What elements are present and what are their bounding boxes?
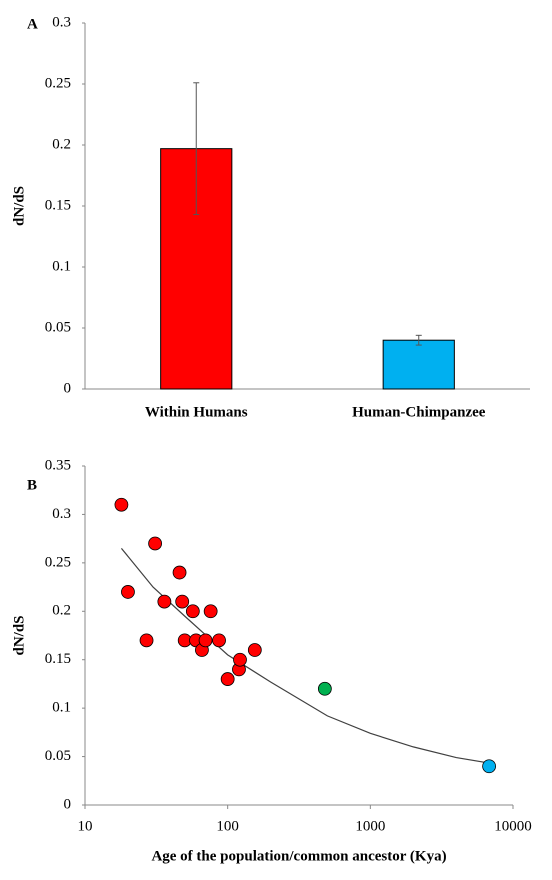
bar — [382, 339, 455, 390]
point — [114, 497, 129, 512]
y-tick-label: 0.25 — [45, 554, 71, 570]
point — [139, 633, 154, 648]
point — [220, 672, 235, 686]
y-axis-label: dN/dS — [11, 615, 27, 655]
point — [317, 681, 332, 696]
point — [172, 565, 187, 580]
y-tick-label: 0.05 — [45, 748, 71, 764]
panel-label: A — [27, 16, 38, 32]
y-tick-label: 0.15 — [45, 651, 71, 667]
x-tick-label: 10 — [78, 818, 93, 834]
y-tick-label: 0.2 — [52, 603, 71, 619]
x-tick-label: 10000 — [494, 818, 532, 834]
point — [212, 633, 226, 648]
point — [198, 633, 213, 648]
point — [157, 594, 172, 609]
y-tick-label: 0.1 — [52, 700, 71, 716]
y-tick-label: 0.25 — [45, 75, 71, 91]
point — [233, 652, 247, 667]
point — [121, 585, 135, 599]
trend-line — [120, 547, 492, 764]
y-tick-label: 0.1 — [52, 258, 71, 274]
y-axis-label: dN/dS — [11, 186, 27, 226]
x-axis-label: Age of the population/common ancestor (K… — [151, 848, 446, 864]
x-tick-label: 100 — [216, 818, 239, 834]
point — [482, 759, 497, 774]
y-tick-label: 0.2 — [52, 136, 71, 152]
y-tick-label: 0.35 — [45, 457, 71, 473]
y-tick-label: 0.15 — [45, 197, 71, 213]
x-tick-label: 1000 — [355, 818, 385, 834]
y-tick-label: 0.3 — [52, 506, 71, 522]
y-tick-label: 0 — [64, 380, 72, 396]
y-tick-label: 0 — [64, 796, 72, 812]
panel-label: B — [27, 477, 37, 493]
y-tick-label: 0.05 — [45, 319, 71, 335]
x-tick-label: Human-Chimpanzee — [352, 404, 486, 420]
point — [203, 604, 218, 619]
point — [247, 643, 262, 657]
point — [185, 604, 200, 619]
point — [175, 594, 190, 609]
point — [148, 536, 163, 551]
y-tick-label: 0.3 — [52, 14, 71, 30]
x-tick-label: Within Humans — [145, 404, 248, 420]
